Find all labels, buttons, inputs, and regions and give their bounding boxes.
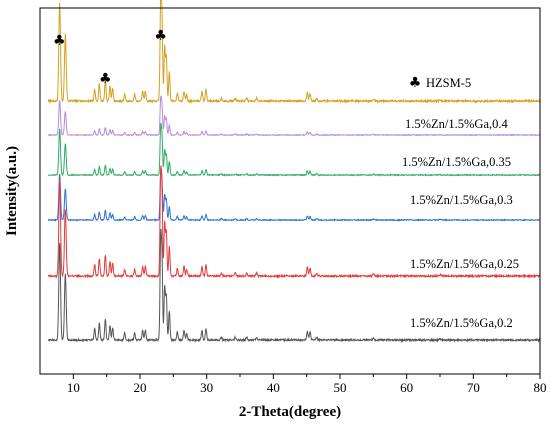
series-label-5: 1.5%Zn/1.5%Ga,0.2 [410,316,513,330]
series-label-2: 1.5%Zn/1.5%Ga,0.35 [402,155,511,169]
x-tick-label: 20 [134,380,147,395]
peak-marker-club: ♣ [154,28,167,44]
series-line-4 [47,165,541,279]
series-line-2 [47,122,541,177]
legend-club-icon: ♣ [409,75,422,91]
x-tick-label: 60 [400,380,413,395]
traces-group [47,0,541,343]
series-line-3 [47,166,541,222]
legend-label: HZSM-5 [426,76,471,90]
x-tick-label: 10 [67,380,80,395]
series-label-3: 1.5%Zn/1.5%Ga,0.3 [410,193,513,207]
x-tick-label: 70 [467,380,480,395]
series-label-1: 1.5%Zn/1.5%Ga,0.4 [405,117,509,131]
x-axis-ticks: 10 20 30 40 50 60 70 80 [67,374,547,395]
series-label-4: 1.5%Zn/1.5%Ga,0.25 [410,257,519,271]
series-labels: ♣ HZSM-5 1.5%Zn/1.5%Ga,0.4 1.5%Zn/1.5%Ga,0.… [402,75,519,330]
peak-markers: ♣ ♣ ♣ [53,28,167,87]
peak-marker-club: ♣ [99,71,112,87]
x-tick-label: 40 [267,380,280,395]
series-line-1 [47,95,541,137]
x-tick-label: 80 [534,380,547,395]
series-line-5 [47,228,541,343]
x-tick-label: 30 [200,380,213,395]
y-axis-title: Intensity(a.u.) [4,146,20,236]
peak-marker-club: ♣ [53,33,66,49]
plot-frame [39,7,541,375]
x-tick-label: 50 [334,380,347,395]
x-axis-title: 2-Theta(degree) [239,404,341,420]
series-line-0 [47,0,541,104]
